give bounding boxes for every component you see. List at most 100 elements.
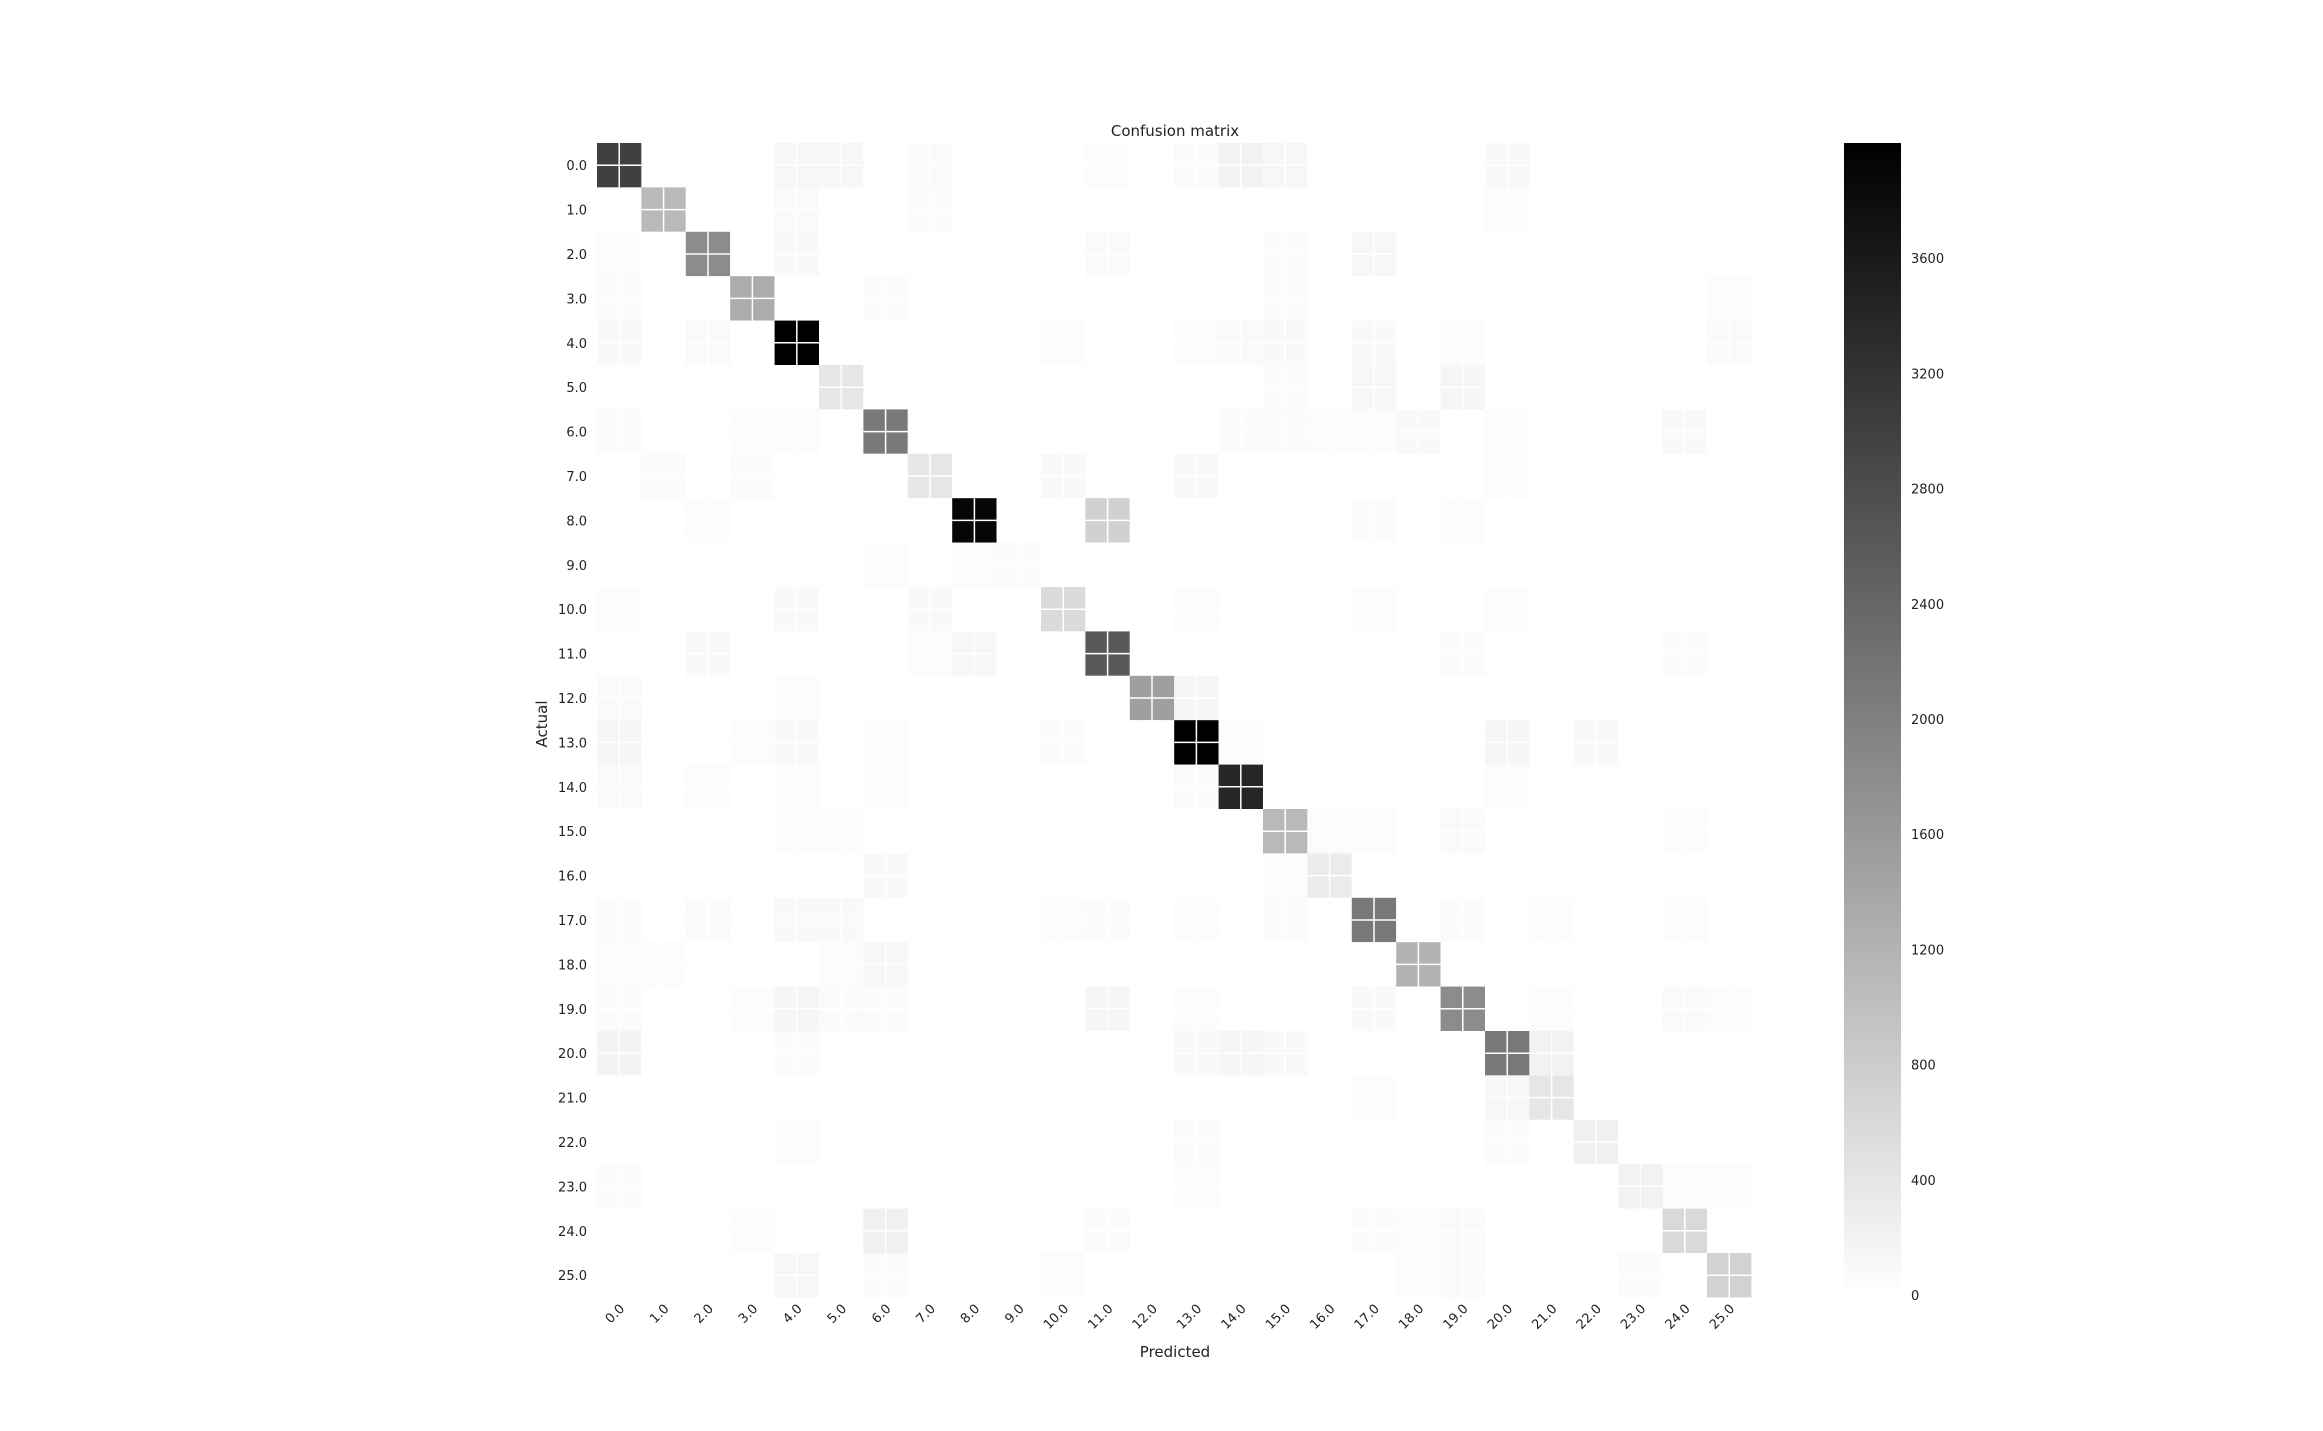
- heatmap-cell: [1396, 231, 1441, 277]
- heatmap-cell-gridline: [863, 1253, 908, 1298]
- heatmap-cell: [907, 1208, 953, 1253]
- heatmap-cell-gridline: [1396, 1253, 1441, 1298]
- heatmap-cell: [1085, 409, 1130, 454]
- heatmap-cell: [641, 320, 686, 365]
- heatmap-cell: [1129, 1253, 1175, 1298]
- heatmap-cell: [1085, 187, 1130, 232]
- heatmap-cell: [1041, 143, 1086, 188]
- heatmap-cell: [1573, 1075, 1619, 1120]
- heatmap-cell: [1218, 631, 1263, 676]
- heatmap-cell: [1573, 764, 1619, 809]
- heatmap-cell-gridline: [1351, 587, 1397, 632]
- heatmap-cell: [819, 453, 864, 499]
- heatmap-cell: [1218, 453, 1263, 499]
- heatmap-cell: [1263, 1208, 1308, 1253]
- heatmap-cell: [1485, 809, 1530, 854]
- heatmap-cell: [1218, 1119, 1263, 1165]
- heatmap-cell: [907, 809, 953, 854]
- heatmap-cell: [641, 231, 686, 277]
- heatmap-cell: [1041, 365, 1086, 410]
- heatmap-cell-gridline: [1174, 143, 1219, 188]
- heatmap-cell: [1529, 587, 1574, 632]
- heatmap-cell: [996, 942, 1041, 987]
- heatmap-cell: [907, 1253, 953, 1298]
- heatmap-cell: [1662, 1075, 1707, 1120]
- heatmap-cell-gridline: [1529, 1075, 1574, 1120]
- heatmap-cell: [1485, 986, 1530, 1031]
- heatmap-cell-gridline: [597, 276, 642, 321]
- heatmap-cell-gridline: [819, 143, 864, 188]
- heatmap-cell: [1174, 231, 1219, 277]
- heatmap-cell-gridline: [1396, 942, 1441, 987]
- heatmap-cell-gridline: [597, 320, 642, 365]
- x-tick-label: 23.0: [1618, 1302, 1649, 1333]
- heatmap-cell: [1573, 986, 1619, 1031]
- heatmap-cell: [730, 143, 775, 188]
- heatmap-cell: [1129, 320, 1175, 365]
- heatmap-cell: [1707, 942, 1752, 987]
- heatmap-cell: [774, 853, 819, 898]
- heatmap-cell: [1440, 1164, 1485, 1209]
- heatmap-cell: [1263, 675, 1308, 721]
- heatmap-cell: [819, 631, 864, 676]
- y-axis-label: Actual: [533, 701, 551, 748]
- heatmap-cell: [1618, 453, 1663, 499]
- heatmap-cell: [863, 187, 908, 232]
- heatmap-cell: [952, 1253, 997, 1298]
- heatmap-cell: [1041, 942, 1086, 987]
- heatmap-cell: [1662, 942, 1707, 987]
- heatmap-cell: [1529, 1164, 1574, 1209]
- heatmap-cell: [1618, 409, 1663, 454]
- heatmap-cell: [1396, 986, 1441, 1031]
- heatmap-cell-gridline: [1351, 320, 1397, 365]
- heatmap-cell: [1440, 231, 1485, 277]
- heatmap-cell: [597, 453, 642, 499]
- heatmap-cell-gridline: [952, 498, 997, 543]
- heatmap-cell: [1573, 587, 1619, 632]
- heatmap-cell: [1618, 1031, 1663, 1076]
- heatmap-cell: [1307, 143, 1352, 188]
- heatmap-cell-gridline: [1085, 498, 1130, 543]
- heatmap-cell: [1351, 143, 1397, 188]
- heatmap-cell-gridline: [730, 276, 775, 321]
- heatmap-cell: [1618, 897, 1663, 943]
- heatmap-cell: [1573, 542, 1619, 587]
- heatmap-cell: [1396, 1164, 1441, 1209]
- x-tick-label: 22.0: [1574, 1302, 1605, 1333]
- heatmap-cell: [1085, 720, 1130, 765]
- heatmap-cell-gridline: [1440, 1253, 1485, 1298]
- heatmap-cell: [1529, 542, 1574, 587]
- heatmap-cell-gridline: [819, 809, 864, 854]
- heatmap-cell: [1218, 986, 1263, 1031]
- heatmap-cell: [597, 1119, 642, 1165]
- heatmap-cell-gridline: [907, 143, 953, 188]
- heatmap-cell: [1307, 453, 1352, 499]
- heatmap-cell: [952, 675, 997, 721]
- heatmap-cell: [1129, 942, 1175, 987]
- y-tick-label: 1.0: [566, 204, 587, 219]
- x-tick-label: 14.0: [1219, 1302, 1250, 1333]
- heatmap-cell: [907, 1031, 953, 1076]
- heatmap-cell-gridline: [1529, 1031, 1574, 1076]
- colorbar-tick-label: 400: [1911, 1174, 1936, 1189]
- heatmap-cell: [819, 720, 864, 765]
- y-tick-label: 5.0: [566, 381, 587, 396]
- heatmap-cell: [1529, 809, 1574, 854]
- heatmap-cell: [685, 1208, 731, 1253]
- heatmap-cell-gridline: [863, 542, 908, 587]
- heatmap-cell-gridline: [685, 897, 731, 943]
- heatmap-cell: [1041, 1208, 1086, 1253]
- heatmap-cell: [1129, 1164, 1175, 1209]
- heatmap-cell: [1573, 942, 1619, 987]
- y-tick-label: 4.0: [566, 337, 587, 352]
- heatmap-cell: [996, 453, 1041, 499]
- heatmap-cell: [1129, 1031, 1175, 1076]
- heatmap-cell: [1707, 720, 1752, 765]
- heatmap-cell: [907, 897, 953, 943]
- heatmap-cell: [996, 365, 1041, 410]
- heatmap-cell-gridline: [1485, 187, 1530, 232]
- heatmap-cell: [952, 187, 997, 232]
- heatmap-cell: [1041, 409, 1086, 454]
- heatmap-cell: [1041, 764, 1086, 809]
- y-tick-label: 24.0: [558, 1225, 587, 1240]
